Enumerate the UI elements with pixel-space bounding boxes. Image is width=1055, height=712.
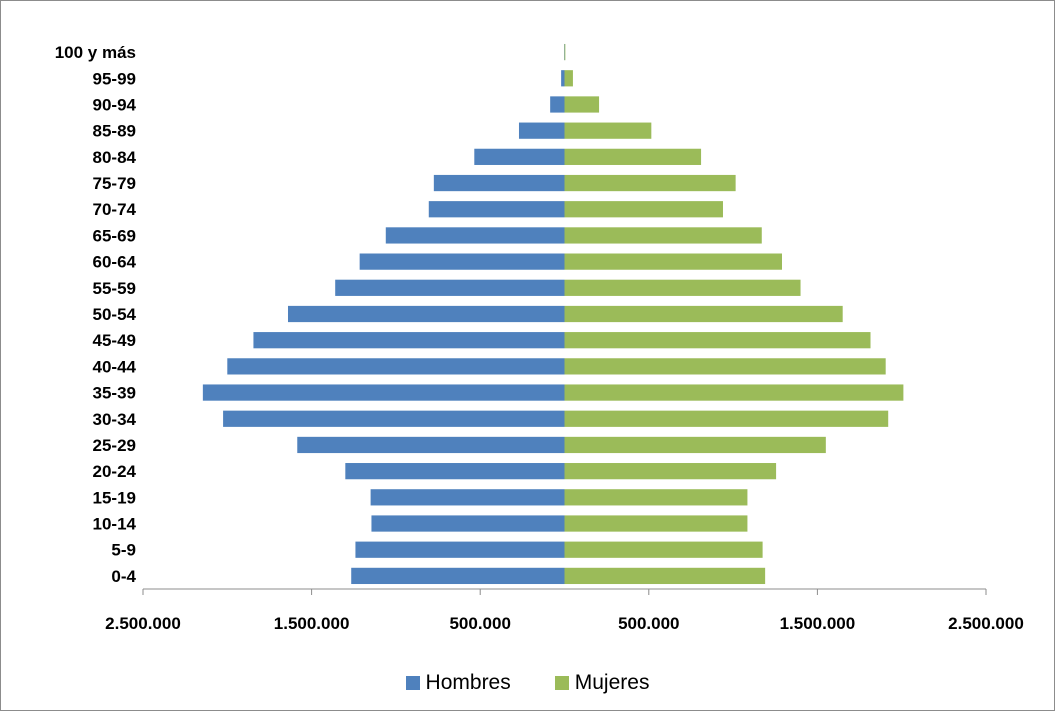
bar-hombres-30-34 [223, 411, 564, 427]
bar-hombres-95-99 [561, 70, 564, 86]
bar-hombres-45-49 [253, 332, 564, 348]
category-label: 10-14 [93, 515, 137, 534]
bar-mujeres-70-74 [565, 201, 723, 217]
category-label: 5-9 [111, 541, 136, 560]
x-tick-label: 500.000 [449, 614, 510, 633]
bar-mujeres-85-89 [565, 123, 652, 139]
bar-mujeres-20-24 [565, 463, 777, 479]
mujeres-bars [565, 44, 904, 584]
bar-hombres-60-64 [360, 254, 565, 270]
legend-swatch-mujeres [555, 676, 569, 690]
bar-mujeres-95-99 [565, 70, 573, 86]
bar-hombres-65-69 [386, 227, 565, 243]
category-label: 0-4 [111, 567, 136, 586]
x-tick-label: 2.500.000 [105, 614, 181, 633]
bar-hombres-0-4 [351, 568, 564, 584]
category-label: 80-84 [93, 148, 137, 167]
category-label: 85-89 [93, 122, 136, 141]
bar-hombres-50-54 [288, 306, 565, 322]
category-label: 50-54 [93, 305, 137, 324]
category-label: 75-79 [93, 174, 136, 193]
bar-hombres-20-24 [345, 463, 564, 479]
category-label: 35-39 [93, 384, 136, 403]
bar-mujeres-35-39 [565, 384, 904, 400]
bar-mujeres-30-34 [565, 411, 889, 427]
category-label: 25-29 [93, 436, 136, 455]
bar-mujeres-10-14 [565, 515, 748, 531]
category-label: 55-59 [93, 279, 136, 298]
bar-hombres-40-44 [227, 358, 564, 374]
category-label: 70-74 [93, 200, 137, 219]
bar-mujeres-75-79 [565, 175, 736, 191]
bar-hombres-75-79 [434, 175, 565, 191]
bar-mujeres-25-29 [565, 437, 826, 453]
x-tick-label: 1.500.000 [780, 614, 856, 633]
bar-hombres-70-74 [429, 201, 565, 217]
x-axis: 2.500.000 1.500.000 500.000 500.000 1.500.00… [105, 589, 1024, 633]
hombres-bars [203, 44, 565, 584]
category-label: 95-99 [93, 69, 136, 88]
x-tick-label: 500.000 [618, 614, 679, 633]
x-tick-label: 2.500.000 [948, 614, 1024, 633]
legend-item-mujeres: Mujeres [555, 671, 650, 695]
bar-mujeres-15-19 [565, 489, 748, 505]
legend-item-hombres: Hombres [406, 671, 511, 695]
bar-hombres-10-14 [371, 515, 564, 531]
bar-hombres-90-94 [550, 96, 564, 112]
legend-swatch-hombres [406, 676, 420, 690]
bar-mujeres-60-64 [565, 254, 782, 270]
bar-hombres-55-59 [335, 280, 564, 296]
bar-mujeres-50-54 [565, 306, 843, 322]
bar-hombres-85-89 [519, 123, 565, 139]
legend-label-mujeres: Mujeres [575, 671, 650, 695]
x-tick-label: 1.500.000 [274, 614, 350, 633]
age-group-labels: 0-4 5-9 10-14 15-19 20-24 25-29 30-34 35-39 40-4… [55, 43, 137, 586]
bar-hombres-5-9 [355, 542, 564, 558]
category-label: 30-34 [93, 410, 137, 429]
bar-mujeres-0-4 [565, 568, 766, 584]
category-label: 60-64 [93, 253, 137, 272]
bar-hombres-80-84 [474, 149, 564, 165]
category-label: 45-49 [93, 331, 136, 350]
legend: Hombres Mujeres [0, 668, 1055, 698]
bar-mujeres-80-84 [565, 149, 702, 165]
category-label: 20-24 [93, 462, 137, 481]
legend-label-hombres: Hombres [426, 671, 511, 695]
category-label: 100 y más [55, 43, 136, 62]
bar-mujeres-100-y-m-s [565, 44, 566, 60]
bar-mujeres-65-69 [565, 227, 762, 243]
category-label: 65-69 [93, 226, 136, 245]
bar-mujeres-40-44 [565, 358, 886, 374]
bar-hombres-25-29 [297, 437, 564, 453]
bar-mujeres-45-49 [565, 332, 871, 348]
category-label: 15-19 [93, 488, 136, 507]
category-label: 90-94 [93, 95, 137, 114]
bar-mujeres-90-94 [565, 96, 600, 112]
bar-hombres-15-19 [371, 489, 565, 505]
category-label: 40-44 [93, 357, 137, 376]
bar-hombres-35-39 [203, 384, 565, 400]
bar-mujeres-55-59 [565, 280, 801, 296]
bar-mujeres-5-9 [565, 542, 763, 558]
